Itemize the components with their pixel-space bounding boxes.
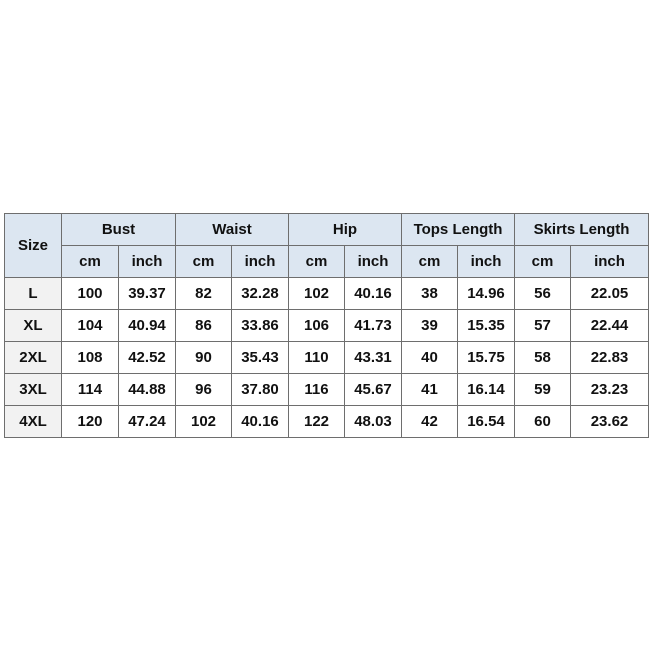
table-row: 3XL 114 44.88 96 37.80 116 45.67 41 16.14 59 23.23 bbox=[4, 373, 649, 406]
value-cell: 57 bbox=[514, 309, 571, 342]
unit-header-cm: cm bbox=[61, 245, 119, 278]
unit-header-inch: inch bbox=[231, 245, 289, 278]
value-cell: 40.16 bbox=[231, 405, 289, 438]
value-cell: 60 bbox=[514, 405, 571, 438]
value-cell: 41 bbox=[401, 373, 458, 406]
unit-header-inch: inch bbox=[344, 245, 402, 278]
value-cell: 37.80 bbox=[231, 373, 289, 406]
value-cell: 106 bbox=[288, 309, 345, 342]
value-cell: 38 bbox=[401, 277, 458, 310]
value-cell: 15.35 bbox=[457, 309, 515, 342]
size-cell: 3XL bbox=[4, 373, 62, 406]
value-cell: 120 bbox=[61, 405, 119, 438]
value-cell: 102 bbox=[175, 405, 232, 438]
value-cell: 110 bbox=[288, 341, 345, 374]
value-cell: 45.67 bbox=[344, 373, 402, 406]
value-cell: 47.24 bbox=[118, 405, 176, 438]
size-cell: 2XL bbox=[4, 341, 62, 374]
size-header: Size bbox=[4, 213, 62, 278]
value-cell: 44.88 bbox=[118, 373, 176, 406]
value-cell: 23.62 bbox=[570, 405, 649, 438]
value-cell: 23.23 bbox=[570, 373, 649, 406]
value-cell: 14.96 bbox=[457, 277, 515, 310]
header-tops-length: Tops Length bbox=[401, 213, 515, 246]
value-cell: 108 bbox=[61, 341, 119, 374]
value-cell: 96 bbox=[175, 373, 232, 406]
value-cell: 58 bbox=[514, 341, 571, 374]
header-bust: Bust bbox=[61, 213, 176, 246]
header-unit-row: cm inch cm inch cm inch cm inch cm inch bbox=[5, 245, 649, 278]
value-cell: 100 bbox=[61, 277, 119, 310]
value-cell: 82 bbox=[175, 277, 232, 310]
value-cell: 39 bbox=[401, 309, 458, 342]
size-cell: L bbox=[4, 277, 62, 310]
value-cell: 43.31 bbox=[344, 341, 402, 374]
table-row: XL 104 40.94 86 33.86 106 41.73 39 15.35 57 22.44 bbox=[4, 309, 649, 342]
value-cell: 22.83 bbox=[570, 341, 649, 374]
value-cell: 35.43 bbox=[231, 341, 289, 374]
value-cell: 33.86 bbox=[231, 309, 289, 342]
size-chart-table: Size Bust Waist Hip Tops Length Skirts Lengt… bbox=[4, 213, 649, 438]
value-cell: 104 bbox=[61, 309, 119, 342]
value-cell: 40.94 bbox=[118, 309, 176, 342]
unit-header-cm: cm bbox=[401, 245, 458, 278]
table-row: L 100 39.37 82 32.28 102 40.16 38 14.96 56 22.05 bbox=[4, 277, 649, 310]
value-cell: 59 bbox=[514, 373, 571, 406]
header-hip: Hip bbox=[288, 213, 402, 246]
value-cell: 42 bbox=[401, 405, 458, 438]
value-cell: 114 bbox=[61, 373, 119, 406]
value-cell: 42.52 bbox=[118, 341, 176, 374]
value-cell: 15.75 bbox=[457, 341, 515, 374]
value-cell: 48.03 bbox=[344, 405, 402, 438]
unit-header-inch: inch bbox=[118, 245, 176, 278]
unit-header-cm: cm bbox=[288, 245, 345, 278]
table-row: 4XL 120 47.24 102 40.16 122 48.03 42 16.54 60 23.6… bbox=[4, 405, 649, 438]
value-cell: 22.05 bbox=[570, 277, 649, 310]
value-cell: 40 bbox=[401, 341, 458, 374]
value-cell: 116 bbox=[288, 373, 345, 406]
value-cell: 16.54 bbox=[457, 405, 515, 438]
size-cell: 4XL bbox=[4, 405, 62, 438]
unit-header-cm: cm bbox=[514, 245, 571, 278]
value-cell: 22.44 bbox=[570, 309, 649, 342]
value-cell: 86 bbox=[175, 309, 232, 342]
header-group-row: Size Bust Waist Hip Tops Length Skirts Lengt… bbox=[4, 213, 649, 278]
value-cell: 56 bbox=[514, 277, 571, 310]
header-waist: Waist bbox=[175, 213, 289, 246]
size-cell: XL bbox=[4, 309, 62, 342]
value-cell: 39.37 bbox=[118, 277, 176, 310]
value-cell: 102 bbox=[288, 277, 345, 310]
unit-header-cm: cm bbox=[175, 245, 232, 278]
table-row: 2XL 108 42.52 90 35.43 110 43.31 40 15.75 58 22.83 bbox=[4, 341, 649, 374]
value-cell: 16.14 bbox=[457, 373, 515, 406]
value-cell: 32.28 bbox=[231, 277, 289, 310]
value-cell: 90 bbox=[175, 341, 232, 374]
unit-header-inch: inch bbox=[457, 245, 515, 278]
value-cell: 41.73 bbox=[344, 309, 402, 342]
value-cell: 122 bbox=[288, 405, 345, 438]
header-skirts-length: Skirts Length bbox=[514, 213, 649, 246]
unit-header-inch: inch bbox=[570, 245, 649, 278]
value-cell: 40.16 bbox=[344, 277, 402, 310]
